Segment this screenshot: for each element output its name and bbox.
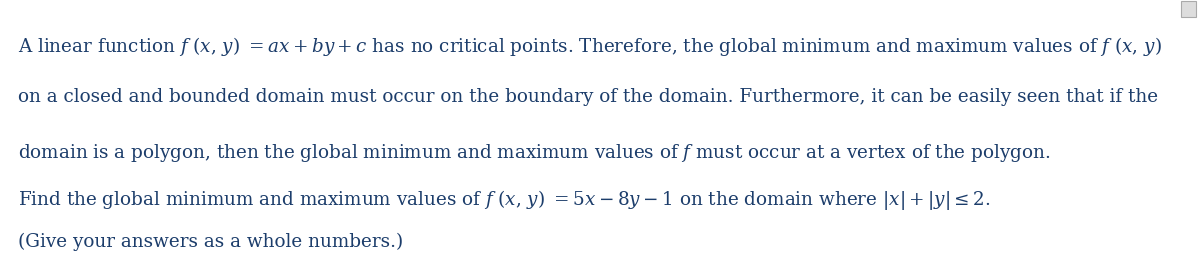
Text: A linear function $f$ ($x$, $y$) $= ax + by + c$ has no critical points. Therefo: A linear function $f$ ($x$, $y$) $= ax +…: [18, 35, 1162, 58]
FancyBboxPatch shape: [1181, 1, 1196, 17]
Text: domain is a polygon, then the global minimum and maximum values of $f$ must occu: domain is a polygon, then the global min…: [18, 142, 1050, 164]
Text: (Give your answers as a whole numbers.): (Give your answers as a whole numbers.): [18, 233, 403, 251]
Text: Find the global minimum and maximum values of $f$ ($x$, $y$) $= 5x - 8y - 1$ on : Find the global minimum and maximum valu…: [18, 188, 990, 212]
Text: on a closed and bounded domain must occur on the boundary of the domain. Further: on a closed and bounded domain must occu…: [18, 88, 1158, 106]
